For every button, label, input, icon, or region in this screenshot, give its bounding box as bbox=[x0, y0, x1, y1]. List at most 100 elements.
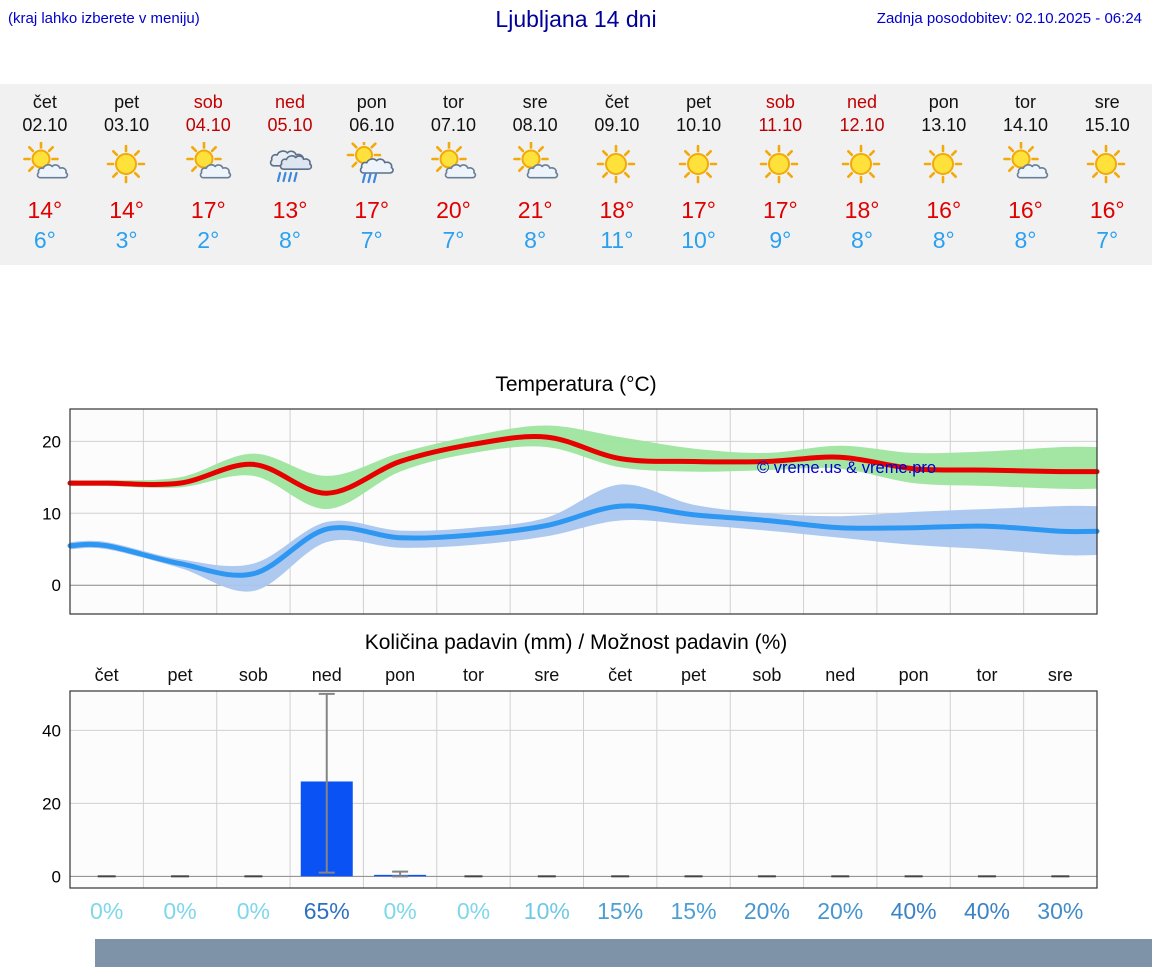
precip-day-label: pet bbox=[681, 665, 706, 685]
precip-zero-mark bbox=[97, 875, 116, 878]
forecast-day-04.10: sob 04.10 17° 2° bbox=[167, 92, 249, 253]
temperature-chart: 0 10 20 © vreme.us & vreme.pro bbox=[42, 408, 1100, 615]
forecast-day-15.10: sre 15.10 16° 7° bbox=[1066, 92, 1148, 253]
precip-probability-label: 0% bbox=[383, 898, 416, 924]
precip-y-tick: 40 bbox=[42, 722, 61, 741]
precip-day-label: ned bbox=[825, 665, 855, 685]
weather-icon-sun-showers bbox=[331, 138, 413, 192]
day-name: pon bbox=[928, 92, 959, 112]
temp-max: 17° bbox=[354, 197, 390, 224]
tmax-line bbox=[67, 434, 1100, 496]
precip-probability-label: 10% bbox=[524, 898, 570, 924]
weather-icon-sunny bbox=[576, 138, 658, 192]
weather-icon-partly-sunny bbox=[167, 138, 249, 192]
tmax-band bbox=[70, 425, 1097, 510]
day-name: sre bbox=[1094, 92, 1120, 112]
temp-y-tick: 10 bbox=[42, 505, 61, 524]
temp-min: 8° bbox=[851, 226, 874, 253]
precip-probability-label: 15% bbox=[597, 898, 643, 924]
precip-day-label: pet bbox=[168, 665, 193, 685]
day-date: 12.10 bbox=[839, 114, 885, 135]
copyright-link[interactable]: © vreme.us & vreme.pro bbox=[757, 459, 936, 477]
day-name: ned bbox=[847, 92, 878, 112]
day-name: sob bbox=[193, 92, 223, 112]
weather-icon-partly-sunny bbox=[413, 138, 495, 192]
temp-max: 16° bbox=[1008, 197, 1043, 224]
precip-probability-label: 15% bbox=[671, 898, 717, 924]
temp-frame bbox=[69, 408, 1098, 615]
precip-zero-mark bbox=[977, 875, 996, 878]
last-updated: Zadnja posodobitev: 02.10.2025 - 06:24 bbox=[876, 10, 1142, 27]
precip-zero-mark bbox=[171, 875, 190, 878]
temp-min: 8° bbox=[932, 226, 955, 253]
temp-min: 8° bbox=[524, 226, 547, 253]
day-date: 11.10 bbox=[758, 114, 803, 135]
day-name: ned bbox=[274, 92, 306, 112]
temp-y-tick: 20 bbox=[42, 433, 61, 452]
temperature-chart-title: Temperatura (°C) bbox=[495, 373, 657, 397]
temp-min: 8° bbox=[1014, 226, 1037, 253]
precip-probability-label: 0% bbox=[163, 898, 196, 924]
precip-day-label: pon bbox=[385, 665, 415, 685]
weather-icon-partly-sunny bbox=[4, 138, 86, 192]
forecast-day-05.10: ned 05.10 13° 8° bbox=[249, 92, 331, 253]
precip-zero-mark bbox=[904, 875, 923, 878]
forecast-strip: čet 02.10 14° 6° pet 03.10 14° 3° sob 04.10 17° 2° n… bbox=[0, 84, 1152, 266]
precip-day-label: sob bbox=[239, 665, 268, 685]
temp-max: 18° bbox=[844, 197, 880, 224]
precip-probability-label: 0% bbox=[237, 898, 270, 924]
day-name: sob bbox=[765, 92, 795, 112]
weather-icon-sunny bbox=[739, 138, 821, 192]
weather-icon-sunny bbox=[1066, 138, 1148, 192]
precip-probability-label: 65% bbox=[304, 898, 350, 924]
forecast-day-12.10: ned 12.10 18° 8° bbox=[821, 92, 903, 253]
day-name: čet bbox=[32, 92, 57, 112]
temp-max: 14° bbox=[27, 197, 63, 224]
weather-icon-sunny bbox=[86, 138, 168, 192]
day-date: 14.10 bbox=[1002, 114, 1048, 135]
precip-zero-mark bbox=[1051, 875, 1070, 878]
temp-max: 17° bbox=[681, 197, 716, 224]
day-name: tor bbox=[1014, 92, 1036, 112]
weather-icon-partly-sunny bbox=[494, 138, 576, 192]
precip-zero-mark bbox=[464, 875, 483, 878]
forecast-day-13.10: pon 13.10 16° 8° bbox=[903, 92, 985, 253]
precip-day-label: tor bbox=[976, 665, 997, 685]
precip-probability-label: 40% bbox=[964, 898, 1010, 924]
day-date: 03.10 bbox=[104, 114, 150, 135]
tmin-line bbox=[67, 503, 1100, 579]
day-date: 02.10 bbox=[22, 114, 68, 135]
temp-max: 17° bbox=[190, 197, 226, 224]
forecast-day-09.10: čet 09.10 18° 11° bbox=[576, 92, 658, 253]
temp-min: 2° bbox=[197, 226, 220, 253]
temp-min: 9° bbox=[769, 226, 792, 253]
temp-max: 17° bbox=[762, 197, 798, 224]
precip-zero-mark bbox=[537, 875, 556, 878]
forecast-day-11.10: sob 11.10 17° 9° bbox=[739, 92, 821, 253]
temp-min: 10° bbox=[681, 226, 716, 253]
forecast-day-07.10: tor 07.10 20° 7° bbox=[413, 92, 495, 253]
tmin-band bbox=[70, 484, 1097, 592]
precip-day-label: tor bbox=[463, 665, 484, 685]
precip-day-label: čet bbox=[608, 665, 632, 685]
precip-zero-mark bbox=[244, 875, 263, 878]
forecast-day-14.10: tor 14.10 16° 8° bbox=[985, 92, 1067, 253]
page-header: (kraj lahko izberete v meniju) Ljubljana… bbox=[0, 0, 1152, 46]
precipitation-section: Količina padavin (mm) / Možnost padavin … bbox=[0, 631, 1152, 929]
day-name: pet bbox=[114, 92, 140, 112]
precip-day-label: sob bbox=[752, 665, 781, 685]
temp-max: 16° bbox=[926, 197, 962, 224]
precip-frame bbox=[69, 690, 1098, 889]
weather-icon-sunny bbox=[903, 138, 985, 192]
day-date: 08.10 bbox=[512, 114, 558, 135]
precip-day-label: sre bbox=[534, 665, 559, 685]
day-date: 05.10 bbox=[267, 114, 313, 135]
weather-icon-partly-sunny bbox=[985, 138, 1067, 192]
day-name: sre bbox=[522, 92, 548, 112]
precip-probability-label: 20% bbox=[817, 898, 863, 924]
temp-min: 7° bbox=[442, 226, 465, 253]
precip-probability-label: 40% bbox=[891, 898, 937, 924]
temp-max: 20° bbox=[436, 197, 471, 224]
temp-max: 14° bbox=[109, 197, 144, 224]
precip-zero-mark bbox=[684, 875, 703, 878]
